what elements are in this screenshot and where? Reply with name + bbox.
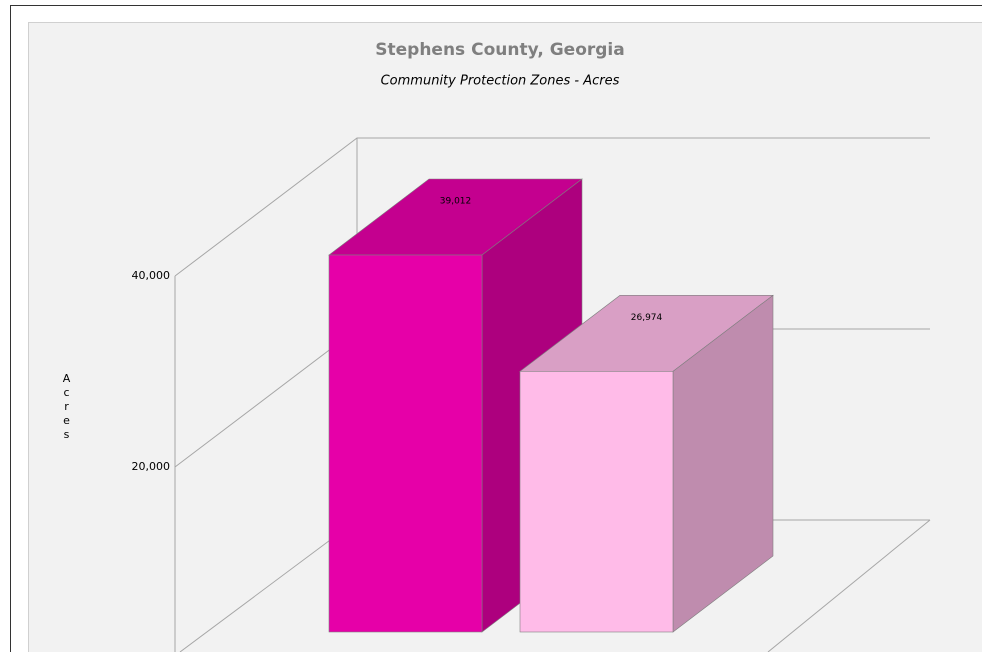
y-tick-label: 20,000 <box>132 460 171 473</box>
data-label: 39,012 <box>440 197 472 207</box>
chart-subtitle: Community Protection Zones - Acres <box>381 74 620 89</box>
floor-left <box>179 519 358 652</box>
y-tick-label: 40,000 <box>132 269 171 282</box>
bar <box>519 371 674 633</box>
chart-title: Stephens County, Georgia <box>375 40 624 60</box>
grid-line <box>174 137 930 277</box>
data-label: 26,974 <box>631 313 663 323</box>
y-axis-label: Acres <box>60 372 73 442</box>
floor-right <box>767 519 931 652</box>
bar <box>328 254 483 633</box>
